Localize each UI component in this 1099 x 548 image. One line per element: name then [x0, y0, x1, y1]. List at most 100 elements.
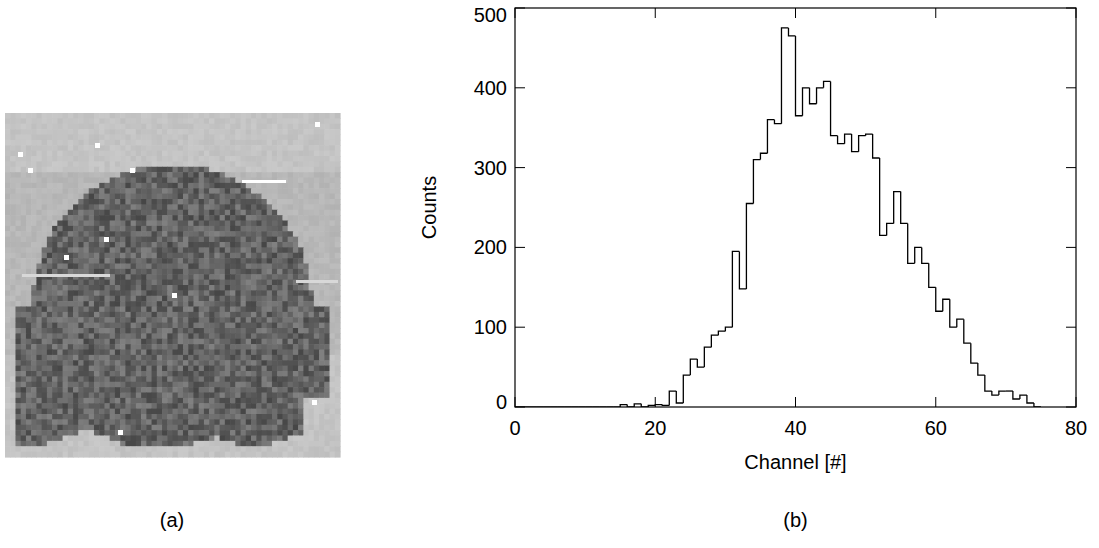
image-pixel: [277, 194, 283, 200]
image-pixel: [57, 221, 63, 227]
image-pixel: [209, 231, 215, 237]
image-pixel: [63, 226, 69, 232]
image-pixel: [94, 151, 100, 157]
image-pixel: [5, 135, 11, 141]
image-pixel: [136, 231, 142, 237]
image-pixel: [220, 242, 226, 248]
image-pixel: [36, 199, 42, 205]
image-pixel: [36, 264, 42, 270]
image-pixel: [303, 231, 309, 237]
image-pixel: [47, 161, 53, 167]
image-pixel: [188, 269, 194, 275]
image-pixel: [183, 215, 189, 221]
image-pixel: [256, 161, 262, 167]
image-pixel: [298, 242, 304, 248]
image-pixel: [246, 226, 252, 232]
image-pixel: [199, 161, 205, 167]
image-pixel: [324, 264, 330, 270]
image-pixel: [162, 210, 168, 216]
image-pixel: [209, 242, 215, 248]
image-pixel: [314, 274, 320, 280]
image-pixel: [225, 172, 231, 178]
image-pixel: [230, 247, 236, 253]
image-pixel: [261, 145, 267, 151]
image-pixel: [110, 140, 116, 146]
image-pixel: [230, 113, 236, 119]
image-pixel: [324, 188, 330, 194]
image-pixel: [73, 242, 79, 248]
image-pixel: [267, 204, 273, 210]
image-pixel: [136, 264, 142, 270]
image-pixel: [230, 151, 236, 157]
image-pixel: [21, 194, 27, 200]
image-pixel: [52, 156, 58, 162]
image-pixel: [178, 258, 184, 264]
image-pixel: [68, 188, 74, 194]
image-pixel: [162, 215, 168, 221]
image-pixel: [298, 237, 304, 243]
image-pixel: [225, 269, 231, 275]
image-pixel: [261, 215, 267, 221]
image-pixel: [188, 145, 194, 151]
image-pixel: [36, 113, 42, 119]
image-pixel: [330, 269, 336, 275]
image-pixel: [136, 129, 142, 135]
image-pixel: [84, 258, 90, 264]
image-pixel: [136, 253, 142, 259]
image-pixel: [26, 161, 32, 167]
image-pixel: [282, 167, 288, 173]
image-pixel: [235, 178, 241, 184]
image-pixel: [309, 210, 315, 216]
image-pixel: [5, 269, 11, 275]
image-pixel: [188, 226, 194, 232]
image-pixel: [146, 183, 152, 189]
image-pixel: [235, 124, 241, 130]
image-pixel: [10, 151, 16, 157]
image-pixel: [136, 258, 142, 264]
image-pixel: [335, 145, 341, 151]
image-pixel: [99, 188, 105, 194]
image-pixel: [5, 247, 11, 253]
image-pixel: [57, 280, 63, 286]
image-pixel: [73, 124, 79, 130]
image-pixel: [47, 135, 53, 141]
image-pixel: [73, 172, 79, 178]
image-pixel: [272, 204, 278, 210]
image-pixel: [173, 264, 179, 270]
image-pixel: [120, 231, 126, 237]
image-pixel: [115, 140, 121, 146]
image-pixel: [183, 140, 189, 146]
image-pixel: [324, 124, 330, 130]
image-pixel: [141, 269, 147, 275]
image-pixel: [89, 258, 95, 264]
image-pixel: [188, 118, 194, 124]
image-pixel: [89, 118, 95, 124]
image-pixel: [31, 242, 37, 248]
image-pixel: [5, 178, 11, 184]
image-pixel: [251, 194, 257, 200]
image-pixel: [152, 215, 158, 221]
image-pixel: [193, 226, 199, 232]
image-pixel: [319, 129, 325, 135]
image-pixel: [36, 242, 42, 248]
image-pixel: [110, 194, 116, 200]
image-pixel: [104, 113, 110, 119]
image-pixel: [162, 274, 168, 280]
image-pixel: [235, 156, 241, 162]
image-pixel: [57, 188, 63, 194]
image-pixel: [335, 231, 341, 237]
image-pixel: [26, 140, 32, 146]
image-pixel: [277, 199, 283, 205]
image-pixel: [157, 237, 163, 243]
image-pixel: [178, 140, 184, 146]
image-pixel: [5, 140, 11, 146]
image-pixel: [15, 242, 21, 248]
image-pixel: [330, 231, 336, 237]
image-pixel: [319, 140, 325, 146]
image-pixel: [21, 167, 27, 173]
image-pixel: [47, 194, 53, 200]
image-pixel: [57, 172, 63, 178]
image-pixel: [99, 124, 105, 130]
image-pixel: [15, 247, 21, 253]
image-pixel: [298, 210, 304, 216]
